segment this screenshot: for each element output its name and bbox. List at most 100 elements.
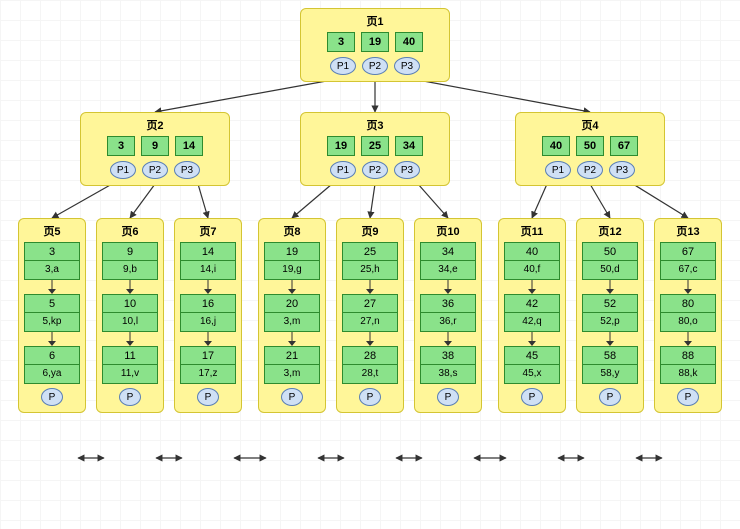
internal-node: 页4405067P1P2P3 — [515, 112, 665, 186]
internal-node: 页3192534P1P2P3 — [300, 112, 450, 186]
down-arrow-icon — [342, 280, 398, 294]
record-value: 27,n — [343, 313, 397, 331]
pointer: P — [437, 388, 459, 406]
record-key: 38 — [421, 347, 475, 365]
down-arrow-icon — [420, 280, 476, 294]
record-value: 11,v — [103, 365, 157, 383]
record-key: 42 — [505, 295, 559, 313]
down-arrow-icon — [24, 332, 80, 346]
pointer: P — [119, 388, 141, 406]
record-value: 28,t — [343, 365, 397, 383]
record-value: 50,d — [583, 261, 637, 279]
record-value: 40,f — [505, 261, 559, 279]
record-value: 25,h — [343, 261, 397, 279]
record: 3838,s — [420, 346, 476, 384]
record: 2828,t — [342, 346, 398, 384]
node-title: 页4 — [581, 117, 598, 133]
leaf-node: 页103434,e3636,r3838,sP — [414, 218, 482, 413]
record: 4545,x — [504, 346, 560, 384]
pointer: P1 — [545, 161, 571, 179]
record: 1111,v — [102, 346, 158, 384]
record: 203,m — [264, 294, 320, 332]
down-arrow-icon — [582, 280, 638, 294]
tree-diagram: { "colors": { "node_bg": "#fff699", "nod… — [0, 0, 740, 529]
record-value: 88,k — [661, 365, 715, 383]
pointer: P — [41, 388, 63, 406]
pointer: P — [359, 388, 381, 406]
down-arrow-icon — [582, 332, 638, 346]
record-key: 80 — [661, 295, 715, 313]
record-key: 19 — [265, 243, 319, 261]
pointer: P — [599, 388, 621, 406]
pointer: P — [197, 388, 219, 406]
node-title: 页3 — [366, 117, 383, 133]
pointer: P2 — [362, 161, 388, 179]
record: 66,ya — [24, 346, 80, 384]
down-arrow-icon — [264, 332, 320, 346]
record: 8888,k — [660, 346, 716, 384]
record: 3636,r — [420, 294, 476, 332]
record: 6767,c — [660, 242, 716, 280]
record-key: 28 — [343, 347, 397, 365]
node-title: 页1 — [366, 13, 383, 29]
pointer: P1 — [110, 161, 136, 179]
down-arrow-icon — [504, 332, 560, 346]
down-arrow-icon — [660, 280, 716, 294]
record: 5252,p — [582, 294, 638, 332]
record-key: 52 — [583, 295, 637, 313]
down-arrow-icon — [660, 332, 716, 346]
record-value: 19,g — [265, 261, 319, 279]
record-value: 58,y — [583, 365, 637, 383]
node-title: 页12 — [598, 223, 621, 239]
record-key: 45 — [505, 347, 559, 365]
pointer: P — [677, 388, 699, 406]
leaf-node: 页114040,f4242,q4545,xP — [498, 218, 566, 413]
record-value: 14,i — [181, 261, 235, 279]
record-key: 88 — [661, 347, 715, 365]
pointer: P1 — [330, 161, 356, 179]
node-title: 页5 — [43, 223, 60, 239]
leaf-node: 页136767,c8080,o8888,kP — [654, 218, 722, 413]
record: 5050,d — [582, 242, 638, 280]
leaf-node: 页92525,h2727,n2828,tP — [336, 218, 404, 413]
key-cell: 40 — [395, 32, 423, 52]
leaf-node: 页12 5050,d 5252,p 5858,y P — [576, 218, 644, 413]
key-cell: 3 — [327, 32, 355, 52]
leaf-node: 页71414,i1616,j1717,zP — [174, 218, 242, 413]
record-key: 14 — [181, 243, 235, 261]
down-arrow-icon — [504, 280, 560, 294]
key-cell: 67 — [610, 136, 638, 156]
record-key: 21 — [265, 347, 319, 365]
node-title: 页13 — [676, 223, 699, 239]
record: 1010,l — [102, 294, 158, 332]
record: 33,a — [24, 242, 80, 280]
record: 2525,h — [342, 242, 398, 280]
down-arrow-icon — [420, 332, 476, 346]
record: 1616,j — [180, 294, 236, 332]
record-value: 3,m — [265, 365, 319, 383]
pointer: P — [521, 388, 543, 406]
record-value: 10,l — [103, 313, 157, 331]
node-title: 页7 — [199, 223, 216, 239]
record-key: 58 — [583, 347, 637, 365]
record: 1919,g — [264, 242, 320, 280]
record-value: 6,ya — [25, 365, 79, 383]
record-value: 36,r — [421, 313, 475, 331]
record-key: 11 — [103, 347, 157, 365]
pointer: P3 — [394, 161, 420, 179]
node-title: 页11 — [521, 223, 544, 239]
record-value: 34,e — [421, 261, 475, 279]
down-arrow-icon — [24, 280, 80, 294]
leaf-node: 页5 33,a 55,kp 66,ya P — [18, 218, 86, 413]
pointer: P3 — [174, 161, 200, 179]
record-key: 9 — [103, 243, 157, 261]
record-value: 45,x — [505, 365, 559, 383]
record: 55,kp — [24, 294, 80, 332]
down-arrow-icon — [264, 280, 320, 294]
record: 1414,i — [180, 242, 236, 280]
record-value: 5,kp — [25, 313, 79, 331]
record-key: 10 — [103, 295, 157, 313]
record-key: 67 — [661, 243, 715, 261]
record: 4040,f — [504, 242, 560, 280]
record: 2727,n — [342, 294, 398, 332]
